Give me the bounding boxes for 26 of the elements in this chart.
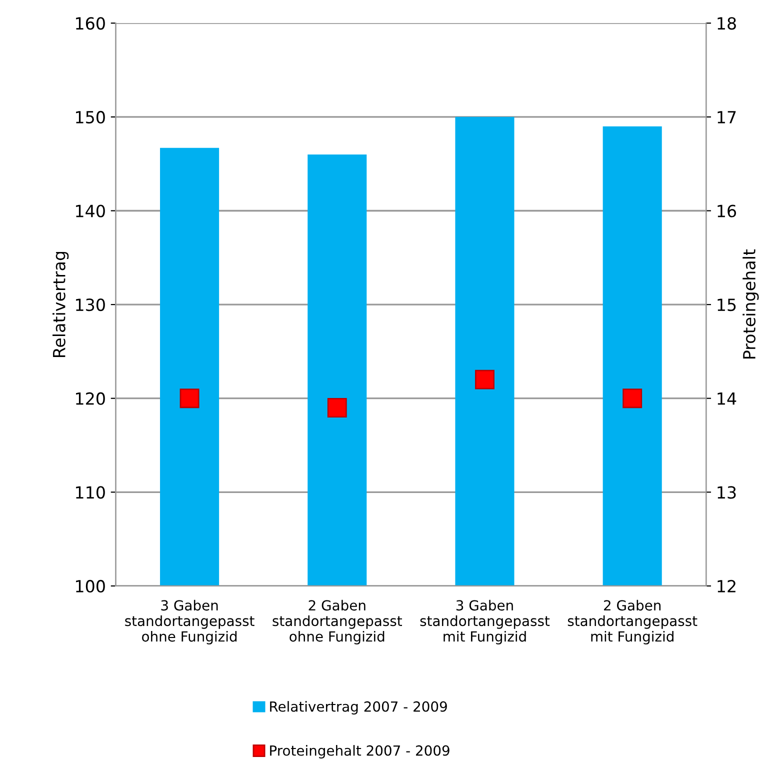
y2-tick-label: 14 bbox=[718, 392, 736, 405]
x-tick-label: 2 Gaben standortangepasst ohne Fungizid bbox=[272, 600, 402, 644]
x-tick-label: 3 Gaben standortangepasst mit Fungizid bbox=[420, 600, 550, 644]
y-axis-title: Relativertrag bbox=[52, 252, 69, 358]
legend-label: Relativertrag 2007 - 2009 bbox=[270, 701, 447, 715]
y-tick-label: 130 bbox=[76, 298, 105, 312]
y2-tick-label: 13 bbox=[718, 486, 736, 499]
legend-label: Proteingehalt 2007 - 2009 bbox=[270, 745, 450, 758]
y-tick-label: 160 bbox=[76, 17, 105, 30]
point bbox=[475, 370, 494, 390]
point bbox=[180, 388, 200, 408]
point bbox=[327, 398, 347, 418]
y2-tick-label: 16 bbox=[718, 204, 736, 218]
y-tick-label: 100 bbox=[76, 580, 105, 593]
y-tick-label: 150 bbox=[76, 110, 105, 124]
y2-axis-title: Proteingehalt bbox=[742, 249, 759, 359]
y2-tick-label: 17 bbox=[718, 111, 736, 124]
x-tick-label: 2 Gaben standortangepasst mit Fungizid bbox=[568, 600, 698, 644]
y2-tick-label: 12 bbox=[718, 580, 736, 592]
y2-tick-label: 15 bbox=[718, 298, 736, 312]
y-tick-label: 120 bbox=[76, 392, 105, 405]
y-tick-label: 110 bbox=[76, 486, 105, 499]
x-tick-label: 3 Gaben standortangepasst ohne Fungizid bbox=[125, 600, 254, 644]
point bbox=[622, 388, 642, 408]
y2-tick-label: 18 bbox=[718, 17, 736, 30]
y-tick-label: 140 bbox=[76, 204, 105, 218]
